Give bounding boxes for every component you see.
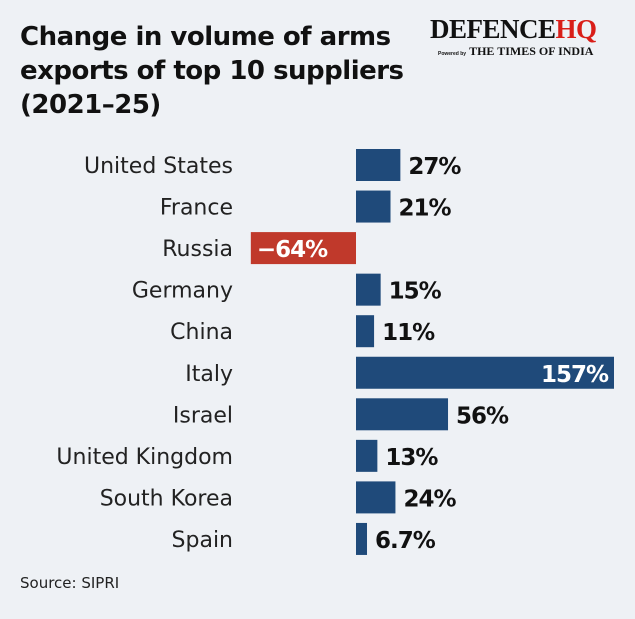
category-label: Israel: [173, 403, 233, 428]
category-label: United States: [84, 154, 233, 179]
category-label: Spain: [172, 528, 233, 553]
value-label: 157%: [541, 362, 609, 388]
title-line: Change in volume of arms: [20, 22, 391, 52]
bar: [250, 232, 356, 265]
category-label: China: [170, 320, 233, 345]
value-label: 24%: [403, 486, 456, 512]
value-label: 21%: [399, 196, 452, 222]
bar: [356, 398, 449, 431]
bar: [356, 315, 375, 348]
logo-sub: THE TIMES OF INDIA: [469, 44, 594, 58]
category-label: Italy: [185, 362, 233, 387]
value-label: 13%: [385, 445, 438, 471]
bar: [356, 190, 391, 223]
bar: [356, 522, 368, 555]
bar: [356, 356, 614, 389]
logo-accent: HQ: [555, 14, 598, 44]
title-line: (2021–25): [20, 90, 161, 120]
bar: [356, 273, 381, 306]
value-label: −64%: [257, 237, 328, 263]
value-label: 15%: [389, 279, 442, 305]
title-line: exports of top 10 suppliers: [20, 56, 404, 86]
logo-powered-by: Powered by: [438, 51, 467, 57]
value-label: 6.7%: [375, 528, 436, 554]
value-label: 27%: [408, 154, 461, 180]
category-label: United Kingdom: [56, 445, 233, 470]
category-label: South Korea: [100, 486, 233, 511]
logo-main: DEFENCE: [430, 14, 556, 44]
defencehq-logo: DEFENCEHQ Powered by THE TIMES OF INDIA: [430, 14, 630, 59]
value-label: 11%: [382, 320, 435, 346]
source-note: Source: SIPRI: [20, 574, 120, 592]
bar: [356, 149, 401, 181]
chart-title: Change in volume of arms exports of top …: [20, 20, 440, 122]
value-label: 56%: [456, 403, 509, 429]
bar: [356, 481, 396, 514]
category-label: France: [160, 196, 233, 221]
category-label: Germany: [132, 279, 233, 304]
bar: [356, 439, 378, 472]
category-label: Russia: [162, 237, 233, 262]
